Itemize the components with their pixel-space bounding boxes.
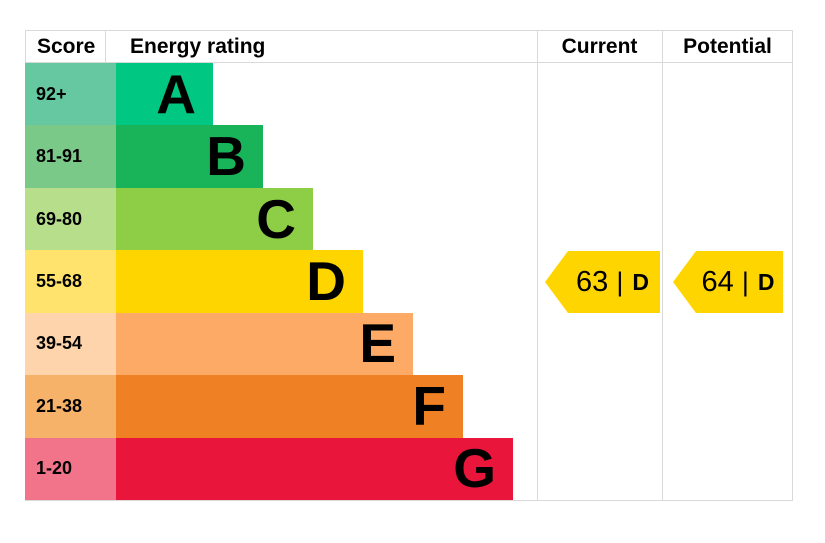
header-bottom-border	[25, 62, 793, 63]
table-top-border	[25, 30, 793, 31]
band-bar: F	[116, 374, 463, 438]
band-rows: 92+ A 81-91 B 69-80 C 55-68 D	[25, 63, 538, 500]
band-row-c: 69-80 C	[25, 187, 538, 251]
potential-rating-band-letter: D	[757, 268, 775, 295]
band-letter: C	[256, 187, 296, 250]
score-range-cell: 21-38	[25, 375, 116, 438]
score-range-cell: 55-68	[25, 250, 116, 313]
arrow-separator: |	[741, 266, 749, 297]
band-letter: B	[206, 125, 246, 188]
header-potential-label: Potential	[683, 34, 772, 58]
potential-rating-value: 64	[701, 265, 734, 298]
score-range-cell: 1-20	[25, 437, 116, 500]
score-range-cell: 39-54	[25, 312, 116, 376]
potential-column-divider	[662, 30, 663, 501]
band-letter: A	[156, 62, 196, 125]
band-bar: B	[116, 125, 263, 188]
score-range-cell: 92+	[25, 63, 116, 126]
epc-table: Score Energy rating Current Potential 92…	[25, 30, 793, 501]
potential-rating-arrow: 64 | D	[673, 251, 783, 313]
band-bar: C	[116, 187, 313, 251]
header-current-label: Current	[561, 34, 638, 58]
band-letter: D	[306, 249, 346, 312]
current-rating-arrow: 63 | D	[545, 251, 660, 313]
table-right-border	[792, 30, 793, 501]
band-row-e: 39-54 E	[25, 312, 538, 376]
band-letter: E	[359, 312, 396, 375]
band-bar: D	[116, 249, 363, 313]
band-letter: F	[412, 374, 446, 437]
arrow-separator: |	[616, 266, 624, 297]
header-left-border	[25, 30, 26, 62]
band-bar: E	[116, 312, 413, 376]
score-range-cell: 81-91	[25, 125, 116, 188]
current-rating-band-letter: D	[632, 268, 649, 295]
band-bar: G	[116, 437, 513, 500]
band-bar: A	[116, 62, 213, 126]
current-column-divider	[537, 30, 538, 501]
header-score-label: Score	[37, 34, 96, 58]
score-range-cell: 69-80	[25, 187, 116, 251]
band-row-d: 55-68 D	[25, 249, 538, 313]
band-letter: G	[453, 437, 496, 500]
band-row-b: 81-91 B	[25, 125, 538, 188]
band-row-g: 1-20 G	[25, 437, 538, 500]
header-energy-rating-label: Energy rating	[130, 34, 266, 58]
band-row-a: 92+ A	[25, 62, 538, 126]
score-column-divider	[105, 30, 106, 62]
table-bottom-border	[25, 500, 793, 501]
band-row-f: 21-38 F	[25, 374, 538, 438]
header-row: Score Energy rating Current Potential	[25, 30, 793, 63]
current-rating-value: 63	[576, 265, 609, 298]
